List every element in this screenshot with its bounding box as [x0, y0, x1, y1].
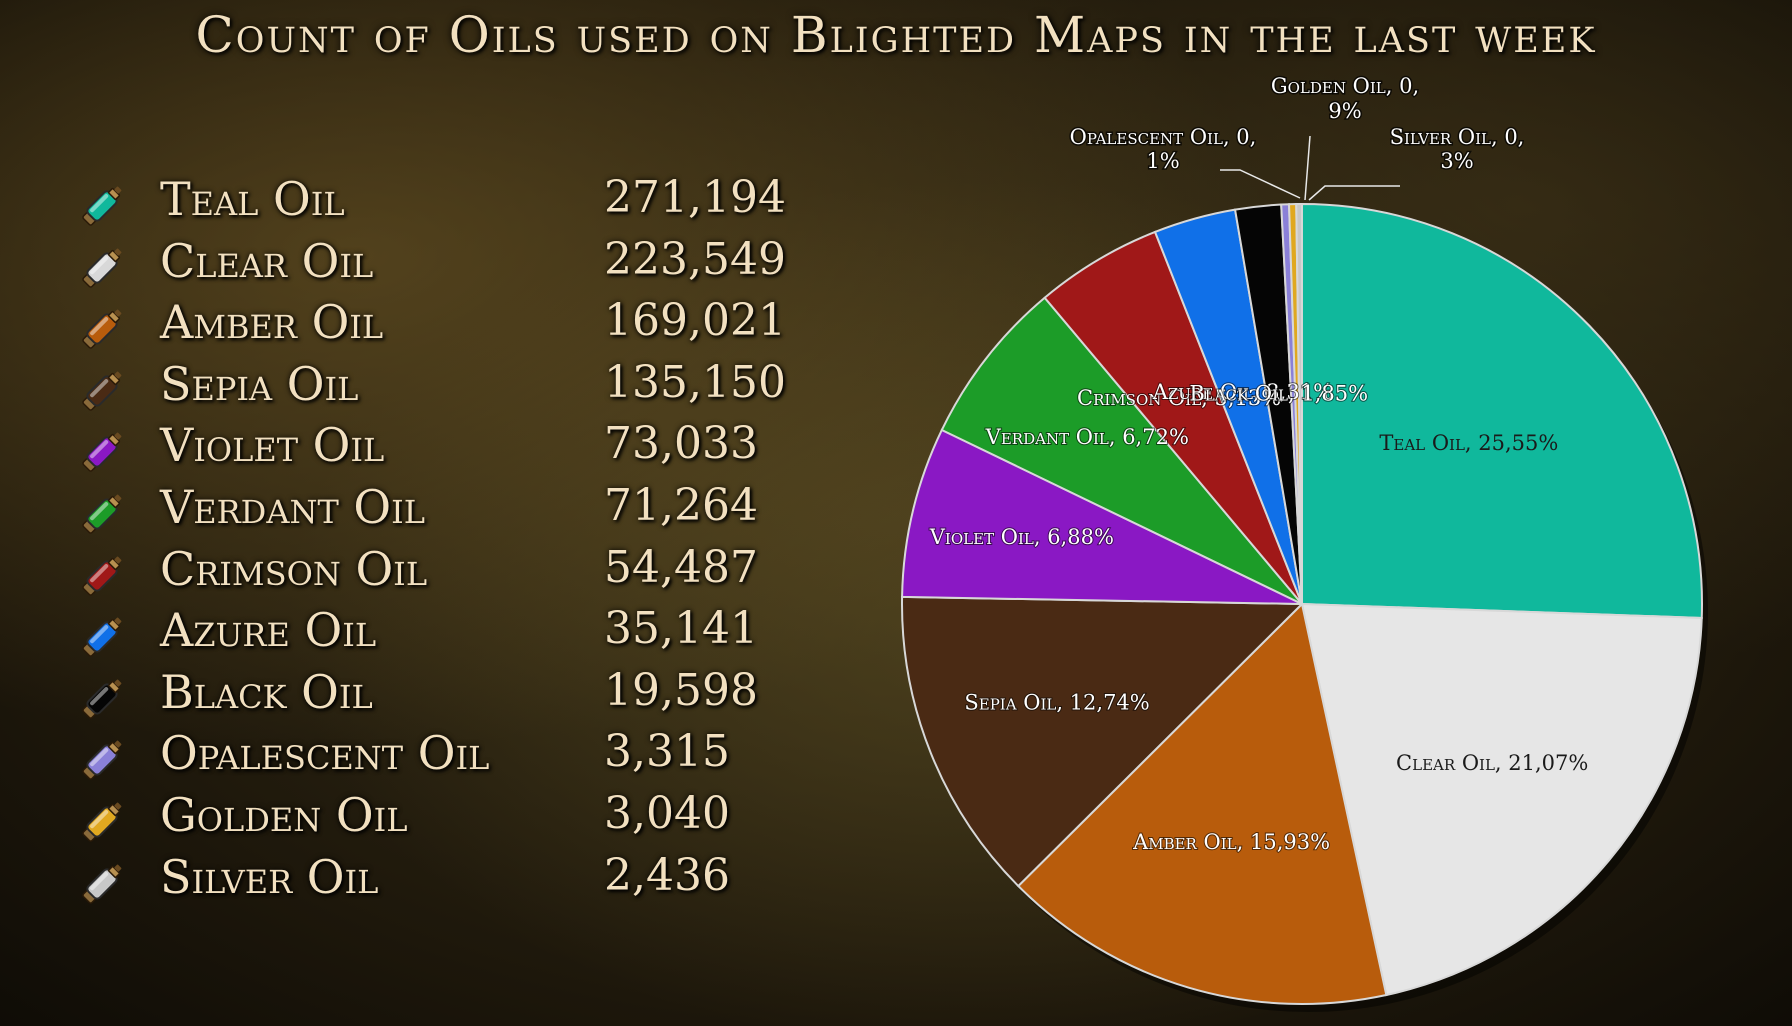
oil-vial-icon [82, 248, 122, 288]
slice-data-label: Azure Oil, 3,31% [1152, 380, 1333, 404]
legend-row: Black Oil 19,598 [72, 665, 792, 727]
pie-slice [901, 595, 1305, 888]
legend-row: Teal Oil 271,194 [72, 172, 792, 234]
legend-oil-name: Sepia Oil [160, 356, 359, 411]
legend-oil-name: Azure Oil [160, 603, 377, 658]
oil-vial-icon [82, 741, 122, 781]
oil-vial-icon [82, 494, 122, 534]
legend-oil-count: 135,150 [604, 356, 786, 408]
legend-oil-name: Silver Oil [160, 849, 379, 904]
legend-row: Verdant Oil 71,264 [72, 480, 792, 542]
legend-oil-name: Verdant Oil [160, 480, 426, 534]
pie-slice [1295, 202, 1303, 605]
slice-data-label: Teal Oil, 25,55% [1379, 431, 1558, 455]
legend-oil-count: 35,141 [604, 603, 758, 655]
legend-oil-name: Opalescent Oil [160, 726, 490, 781]
legend-oil-name: Clear Oil [160, 233, 374, 288]
slice-data-label: Black Oil, 1,85% [1189, 381, 1368, 405]
pie-slice [940, 296, 1303, 605]
legend-oil-name: Crimson Oil [160, 541, 428, 596]
pie-slice [1301, 202, 1703, 619]
pie-slice [1016, 602, 1388, 1005]
legend-row: Amber Oil 169,021 [72, 295, 792, 357]
legend-oil-count: 169,021 [604, 295, 786, 347]
legend-oil-count: 2,436 [604, 849, 730, 901]
leader-line [1220, 169, 1301, 199]
legend-oil-name: Black Oil [160, 664, 373, 719]
legend-row: Azure Oil 35,141 [72, 603, 792, 665]
pie-slice [901, 428, 1303, 605]
oil-vial-icon [82, 802, 122, 842]
slice-data-label: Verdant Oil, 6,72% [985, 425, 1189, 449]
pie-slice [1300, 602, 1703, 997]
chart-title: Count of Oils used on Blighted Maps in t… [195, 6, 1597, 64]
legend-oil-name: Golden Oil [160, 788, 408, 842]
legend-oil-name: Amber Oil [160, 295, 384, 350]
slice-data-label: Sepia Oil, 12,74% [964, 691, 1149, 715]
legend-row: Golden Oil 3,040 [72, 788, 792, 850]
legend-row: Crimson Oil 54,487 [72, 542, 792, 604]
leader-line [1308, 185, 1400, 201]
slice-data-label: Opalescent Oil, 0, 1% [1070, 125, 1257, 173]
legend-row: Violet Oil 73,033 [72, 418, 792, 480]
oil-vial-icon [82, 617, 122, 657]
legend-oil-count: 3,315 [604, 726, 730, 778]
legend-oil-count: 3,040 [604, 788, 730, 839]
oil-vial-icon [82, 864, 122, 904]
slice-data-label: Crimson Oil, 5,13% [1077, 386, 1281, 410]
legend-oil-count: 271,194 [604, 172, 786, 223]
legend-oil-count: 19,598 [604, 664, 758, 716]
legend-row: Sepia Oil 135,150 [72, 357, 792, 419]
legend-oil-count: 71,264 [604, 480, 758, 531]
slice-data-label: Silver Oil, 0, 3% [1390, 125, 1525, 173]
legend-oil-count: 223,549 [604, 233, 786, 285]
leader-line [1304, 135, 1311, 201]
oil-vial-icon [82, 556, 122, 596]
legend-row: Opalescent Oil 3,315 [72, 726, 792, 788]
oil-vial-icon [82, 186, 122, 226]
slice-data-label: Amber Oil, 15,93% [1132, 830, 1330, 854]
legend-row: Silver Oil 2,436 [72, 850, 792, 912]
oil-vial-icon [82, 309, 122, 349]
oil-vial-icon [82, 679, 122, 719]
slice-data-label: Clear Oil, 21,07% [1396, 751, 1588, 775]
legend-oil-name: Teal Oil [160, 172, 345, 226]
oil-vial-icon [82, 433, 122, 473]
legend-oil-name: Violet Oil [160, 418, 385, 473]
legend-row: Clear Oil 223,549 [72, 234, 792, 296]
slice-data-label: Violet Oil, 6,88% [929, 525, 1114, 549]
slice-data-label: Golden Oil, 0, 9% [1271, 74, 1419, 123]
legend-oil-count: 54,487 [604, 541, 758, 593]
oil-vial-icon [82, 371, 122, 411]
legend-oil-count: 73,033 [604, 418, 758, 470]
